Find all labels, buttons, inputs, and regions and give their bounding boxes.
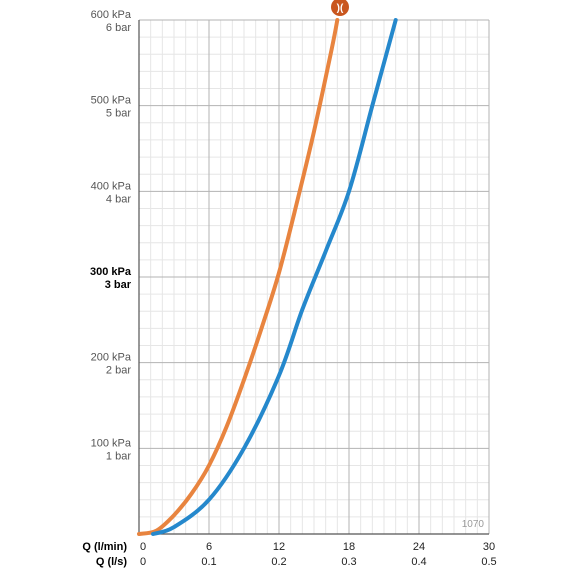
y-tick-label-bar: 5 bar: [106, 108, 131, 120]
y-tick-label-kpa: 600 kPa: [91, 9, 132, 21]
y-tick-label-bar: 4 bar: [106, 193, 131, 205]
series-layer: [137, 18, 398, 536]
x-tick-label-lmin: 18: [343, 541, 355, 553]
x-tick-label-ls: 0.1: [201, 556, 216, 568]
x-axis-title-lmin: Q (l/min): [82, 541, 127, 553]
y-tick-label-bar: 3 bar: [105, 279, 132, 291]
x-tick-label-ls: 0.2: [271, 556, 286, 568]
x-axis-title-ls: Q (l/s): [96, 556, 128, 568]
x-tick-label-lmin: 6: [206, 541, 212, 553]
y-tick-label-bar: 2 bar: [106, 365, 131, 377]
x-tick-label-ls: 0.3: [341, 556, 356, 568]
y-tick-label-kpa: 400 kPa: [91, 180, 132, 192]
y-tick-label-kpa: 300 kPa: [90, 266, 132, 278]
flow-restrictor-symbol: )(: [337, 3, 344, 14]
series-line-1: [137, 18, 340, 536]
flow-restrictor-icon: )(: [331, 0, 349, 16]
y-tick-label-kpa: 500 kPa: [91, 95, 132, 107]
x-axis-labels: 0 0 6 0.1 12 0.2 18 0.3 24 0.4 30 0.5: [140, 541, 497, 568]
x-tick-label-lmin: 24: [413, 541, 425, 553]
series-line-2: [151, 18, 398, 536]
x-tick-label-lmin: 30: [483, 541, 495, 553]
y-tick-label-kpa: 100 kPa: [91, 437, 132, 449]
x-tick-label-ls: 0.4: [411, 556, 426, 568]
y-tick-label-bar: 1 bar: [106, 450, 131, 462]
y-tick-label-kpa: 200 kPa: [91, 352, 132, 364]
y-tick-label-bar: 6 bar: [106, 22, 131, 34]
chart-axes: [138, 20, 489, 535]
chart-code-label: 1070: [462, 519, 485, 530]
x-tick-label-lmin: 12: [273, 541, 285, 553]
x-tick-label-lmin: 0: [140, 541, 146, 553]
x-tick-label-ls: 0: [140, 556, 146, 568]
x-tick-label-ls: 0.5: [481, 556, 496, 568]
